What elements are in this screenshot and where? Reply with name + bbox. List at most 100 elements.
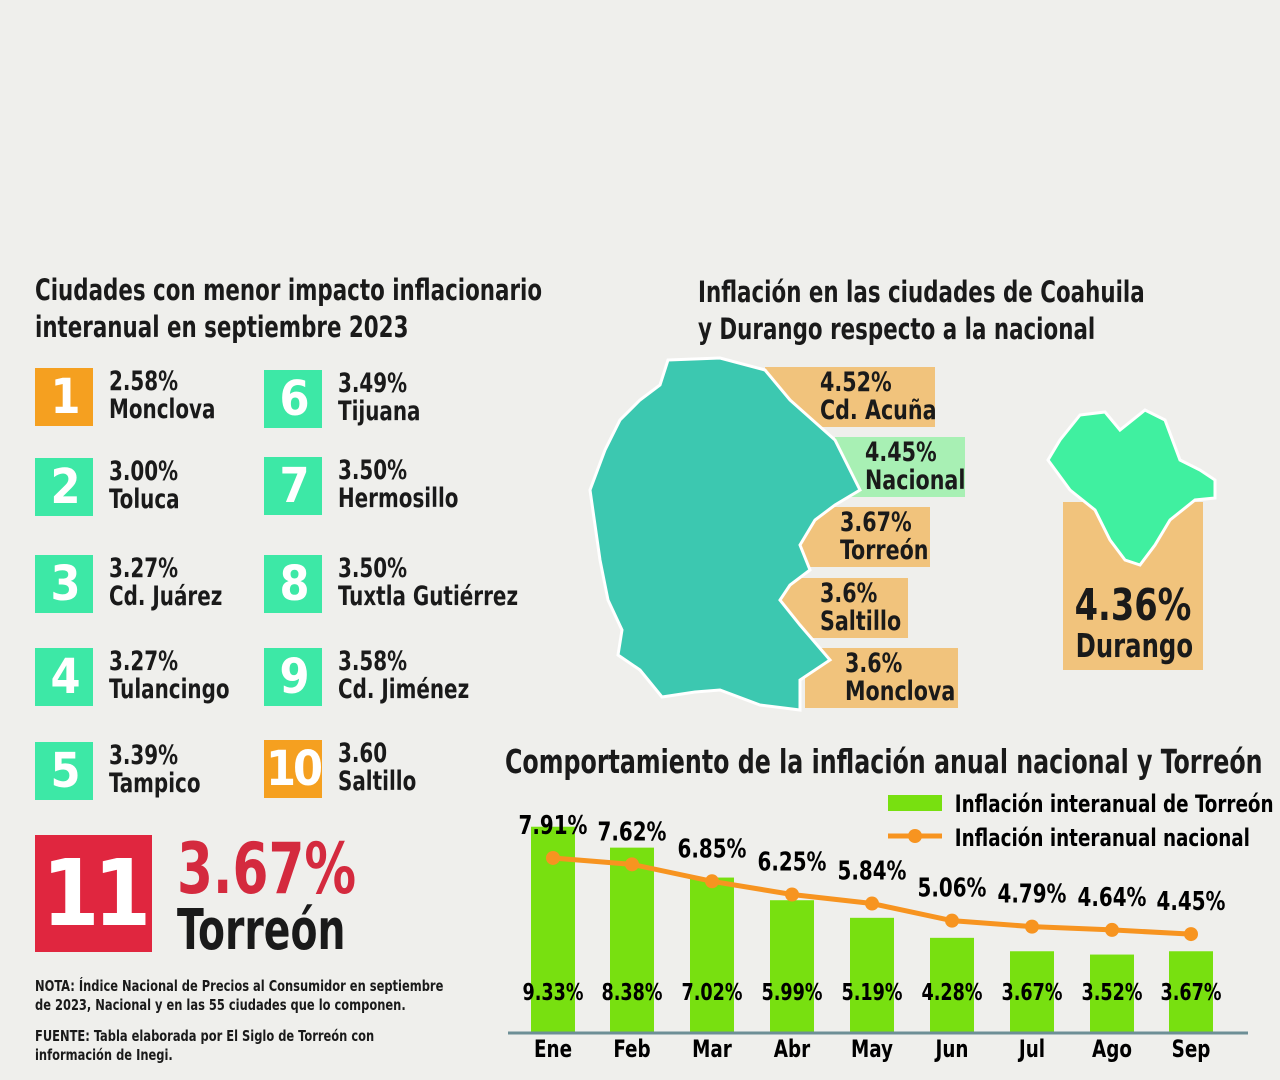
coahuila-map [588, 356, 862, 712]
rank-city: Tuxtla Gutiérrez [338, 581, 519, 612]
line-point [865, 896, 879, 911]
rank-badge: 9 [264, 648, 322, 706]
bar-label: 7.02% [682, 980, 743, 1007]
bar [1090, 954, 1134, 1032]
bar [1169, 951, 1213, 1032]
x-tick-label: Jun [934, 1035, 969, 1063]
highlight-city: Torreón [177, 898, 346, 963]
rank-city: Tampico [109, 768, 201, 799]
rank-badge: 5 [35, 742, 93, 800]
highlight-value: 3.67% [177, 828, 357, 910]
rank-item: 3.27% Tulancingo [109, 648, 230, 704]
rank-value: 3.50% [338, 455, 408, 486]
bar-label: 3.67% [1161, 980, 1222, 1007]
line-point [705, 874, 719, 889]
legend-bar-swatch [888, 795, 942, 811]
x-tick-label: Feb [613, 1035, 650, 1063]
rank-city: Tulancingo [109, 674, 230, 705]
rank-city: Monclova [109, 394, 216, 425]
bar-label: 5.19% [842, 980, 903, 1007]
x-tick-label: Mar [692, 1035, 732, 1063]
title-line: Ciudades con menor impacto inflacionario [35, 273, 543, 307]
source-line: información de Inegi. [35, 1046, 173, 1064]
bar-label: 5.99% [762, 980, 823, 1007]
rank-item: 3.49% Tijuana [338, 370, 420, 426]
map-title: Inflación en las ciudades de Coahuila y D… [698, 274, 1145, 348]
line-label: 6.25% [758, 847, 827, 877]
line-point [1025, 919, 1039, 934]
line-point [1105, 922, 1119, 937]
rank-item: 3.27% Cd. Juárez [109, 555, 222, 611]
bar [690, 877, 734, 1032]
line-point [625, 857, 639, 872]
line-point [785, 887, 799, 902]
line-label: 7.91% [519, 810, 588, 840]
bar [770, 900, 814, 1032]
x-tick-label: Jul [1017, 1035, 1045, 1063]
durango-value: 4.36% [1074, 580, 1192, 631]
note-line: de 2023, Nacional y en las 55 ciudades q… [35, 996, 406, 1014]
rank-city: Toluca [109, 484, 180, 515]
line-label: 4.45% [1157, 886, 1226, 916]
rank-badge: 6 [264, 370, 322, 428]
bar-label: 3.67% [1002, 980, 1063, 1007]
rank-city: Cd. Jiménez [338, 674, 470, 705]
bar-label: 3.52% [1082, 980, 1143, 1007]
rank-badge: 1 [35, 368, 93, 426]
durango-map [1046, 408, 1217, 567]
title-line: interanual en septiembre 2023 [35, 310, 409, 344]
x-tick-label: May [851, 1035, 893, 1063]
rank-value: 3.49% [338, 368, 408, 399]
source-line: FUENTE: Tabla elaborada por El Siglo de … [35, 1027, 375, 1045]
rank-value: 3.50% [338, 553, 408, 584]
title-line: y Durango respecto a la nacional [698, 312, 1096, 346]
rank-value: 3.60 [338, 738, 388, 769]
rank-badge: 10 [264, 740, 323, 798]
line-label: 5.84% [838, 856, 907, 886]
rank-item: 3.00% Toluca [109, 458, 180, 514]
rank-item: 3.50% Tuxtla Gutiérrez [338, 555, 518, 611]
chart-title: Comportamiento de la inflación anual nac… [505, 742, 1263, 781]
rank-badge: 2 [35, 458, 93, 516]
bar [1010, 951, 1054, 1032]
bar-label: 9.33% [523, 980, 584, 1007]
rank-value: 3.27% [109, 553, 179, 584]
rank-value: 3.27% [109, 646, 179, 677]
highlight-rank: 11 [35, 835, 152, 952]
rank-badge: 8 [264, 555, 322, 613]
line-label: 6.85% [678, 834, 747, 864]
rank-city: Saltillo [338, 766, 417, 797]
rank-value: 2.58% [109, 366, 179, 397]
rank-item: 3.50% Hermosillo [338, 457, 458, 513]
x-tick-label: Abr [774, 1035, 810, 1063]
x-tick-label: Ene [534, 1035, 572, 1063]
source: FUENTE: Tabla elaborada por El Siglo de … [35, 1027, 374, 1065]
line-label: 5.06% [918, 873, 987, 903]
bar [610, 847, 654, 1032]
bar [930, 937, 974, 1032]
x-tick-label: Ago [1092, 1035, 1132, 1063]
rank-badge: 3 [35, 555, 93, 613]
note-line: NOTA: Índice Nacional de Precios al Cons… [35, 977, 444, 995]
line-label: 4.79% [998, 879, 1067, 909]
rank-badge: 7 [264, 457, 322, 515]
rank-badge: 4 [35, 648, 93, 706]
rank-city: Tijuana [338, 396, 421, 427]
rank-value: 3.58% [338, 646, 408, 677]
durango-city: Durango [1075, 626, 1194, 665]
rank-item: 3.39% Tampico [109, 742, 201, 798]
rank-city: Hermosillo [338, 483, 459, 514]
title-line: Inflación en las ciudades de Coahuila [698, 275, 1145, 309]
rank-city: Cd. Juárez [109, 581, 223, 612]
rank-item: 2.58% Monclova [109, 368, 215, 424]
x-tick-label: Sep [1172, 1035, 1211, 1063]
bar-label: 4.28% [922, 980, 983, 1007]
rank-value: 3.00% [109, 456, 179, 487]
line-point [1184, 927, 1198, 942]
legend-label: Inflación interanual de Torreón [955, 790, 1274, 818]
note: NOTA: Índice Nacional de Precios al Cons… [35, 977, 443, 1015]
line-point [945, 913, 959, 928]
left-title: Ciudades con menor impacto inflacionario… [35, 272, 542, 346]
